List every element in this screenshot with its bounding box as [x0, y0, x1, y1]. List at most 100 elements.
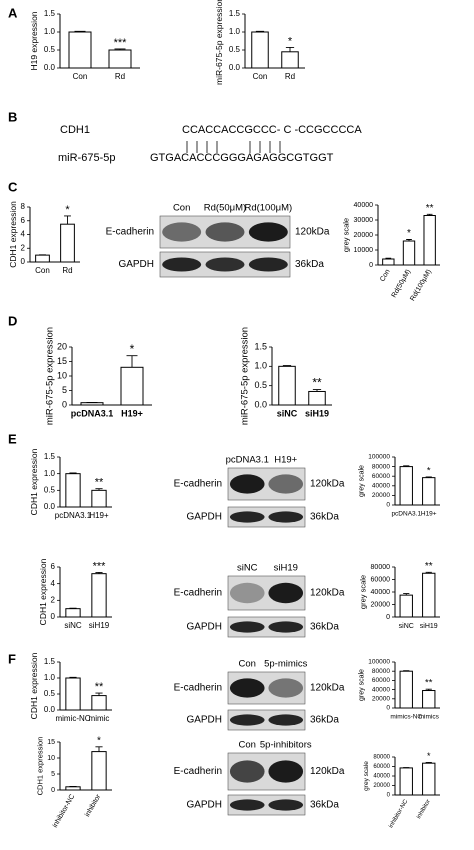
blot-band — [229, 714, 265, 726]
bar — [120, 366, 144, 406]
blot-row-label: E-cadherin — [174, 479, 222, 490]
x-tick-label: Rd(100μM) — [409, 268, 433, 302]
significance: ** — [95, 477, 104, 489]
significance: ** — [425, 561, 433, 572]
y-axis-label: grey scale — [358, 465, 365, 497]
y-tick-label: 20 — [57, 341, 67, 351]
x-tick-label: inhibitor-NC — [388, 798, 409, 829]
y-tick-label: 1.0 — [254, 361, 267, 371]
x-tick-label: H19+ — [121, 408, 143, 418]
x-tick-label: siNC — [399, 623, 414, 630]
x-tick-label: siH19 — [420, 623, 438, 630]
x-tick-label: mimic — [89, 714, 110, 723]
y-tick-label: 0 — [369, 262, 373, 269]
bar — [278, 365, 296, 406]
y-axis-label: miR-675-5p expression — [240, 327, 251, 425]
bar — [65, 677, 81, 711]
blot-band — [162, 222, 202, 242]
blot-row-label: GAPDH — [186, 800, 222, 811]
y-tick-label: 0 — [21, 257, 26, 266]
lane-label: Con — [173, 203, 190, 214]
x-tick-label: Rd — [285, 72, 295, 81]
y-axis-label: miR-675-5p expression — [214, 0, 224, 85]
y-tick-label: 20000 — [373, 783, 390, 789]
y-tick-label: 15 — [47, 739, 55, 746]
lane-label: Rd(100μM) — [244, 203, 292, 214]
y-tick-label: 1.0 — [229, 27, 241, 36]
y-tick-label: 0 — [386, 614, 390, 621]
y-tick-label: 40000 — [354, 202, 374, 209]
panel-letter: B — [8, 109, 17, 124]
error-bar — [385, 257, 392, 259]
y-tick-label: 1.5 — [229, 9, 241, 18]
lane-label: pcDNA3.1 — [226, 455, 269, 466]
error-bar — [69, 472, 77, 474]
y-tick-label: 4 — [21, 230, 26, 239]
blot-band — [229, 511, 265, 523]
y-tick-label: 30000 — [354, 217, 374, 224]
significance: *** — [93, 560, 107, 572]
bar — [65, 473, 81, 508]
blot-size: 36kDa — [295, 259, 324, 270]
complementarity-bars — [186, 141, 281, 153]
error-bar — [64, 215, 71, 225]
blot-row-label: GAPDH — [186, 622, 222, 633]
significance: ** — [426, 203, 434, 214]
x-tick-label: pcDNA3.1 — [55, 511, 92, 520]
panel-letter: F — [8, 651, 16, 666]
blot-band — [205, 257, 245, 272]
x-tick-label: siNC — [64, 621, 82, 630]
y-tick-label: 80000 — [371, 564, 391, 571]
y-axis-label: grey scale — [359, 575, 368, 609]
blot-size: 36kDa — [310, 512, 339, 523]
y-tick-label: 6 — [51, 562, 56, 571]
y-axis-label: grey scale — [342, 218, 351, 252]
error-bar — [426, 213, 433, 216]
bar — [422, 477, 436, 506]
lane-label: H19+ — [274, 455, 297, 466]
y-tick-label: 40000 — [372, 686, 390, 693]
x-tick-label: siNC — [277, 408, 298, 418]
bar — [35, 254, 50, 263]
blot-band — [268, 799, 304, 811]
bar — [91, 489, 107, 508]
y-tick-label: 1.0 — [44, 469, 56, 478]
significance: * — [97, 735, 101, 746]
bar — [91, 695, 107, 711]
y-tick-label: 20000 — [372, 696, 390, 703]
blot-band — [268, 474, 304, 494]
y-tick-label: 10000 — [354, 247, 374, 254]
blot-band — [205, 222, 245, 242]
x-tick-label: siH19 — [89, 621, 110, 630]
y-tick-label: 40000 — [372, 483, 390, 490]
y-tick-label: 100000 — [368, 454, 390, 461]
y-tick-label: 5 — [51, 771, 55, 778]
bar — [422, 572, 436, 618]
lane-label: Con — [239, 740, 256, 751]
bar — [80, 402, 104, 406]
significance: * — [427, 751, 431, 761]
blot-band — [268, 714, 304, 726]
lane-label: siH19 — [274, 563, 298, 574]
bar — [60, 223, 75, 263]
y-tick-label: 0 — [386, 705, 390, 712]
y-tick-label: 4 — [51, 579, 56, 588]
y-tick-label: 20000 — [371, 601, 391, 608]
y-tick-label: 0.0 — [254, 399, 267, 409]
sequence-name: CDH1 — [60, 124, 90, 136]
blot-band — [268, 582, 304, 604]
y-axis-label: grey scale — [363, 761, 370, 791]
bar — [68, 31, 92, 69]
y-tick-label: 0.0 — [44, 705, 56, 714]
y-axis-label: CDH1 expression — [29, 652, 39, 719]
error-bar — [255, 30, 265, 32]
y-tick-label: 0.0 — [44, 502, 56, 511]
x-tick-label: Con — [379, 268, 392, 283]
blot-size: 36kDa — [310, 715, 339, 726]
y-tick-label: 2 — [21, 243, 26, 252]
error-bar — [403, 593, 410, 596]
blot-band — [268, 760, 304, 783]
x-tick-label: siH19 — [305, 408, 329, 418]
y-tick-label: 60000 — [372, 677, 390, 684]
